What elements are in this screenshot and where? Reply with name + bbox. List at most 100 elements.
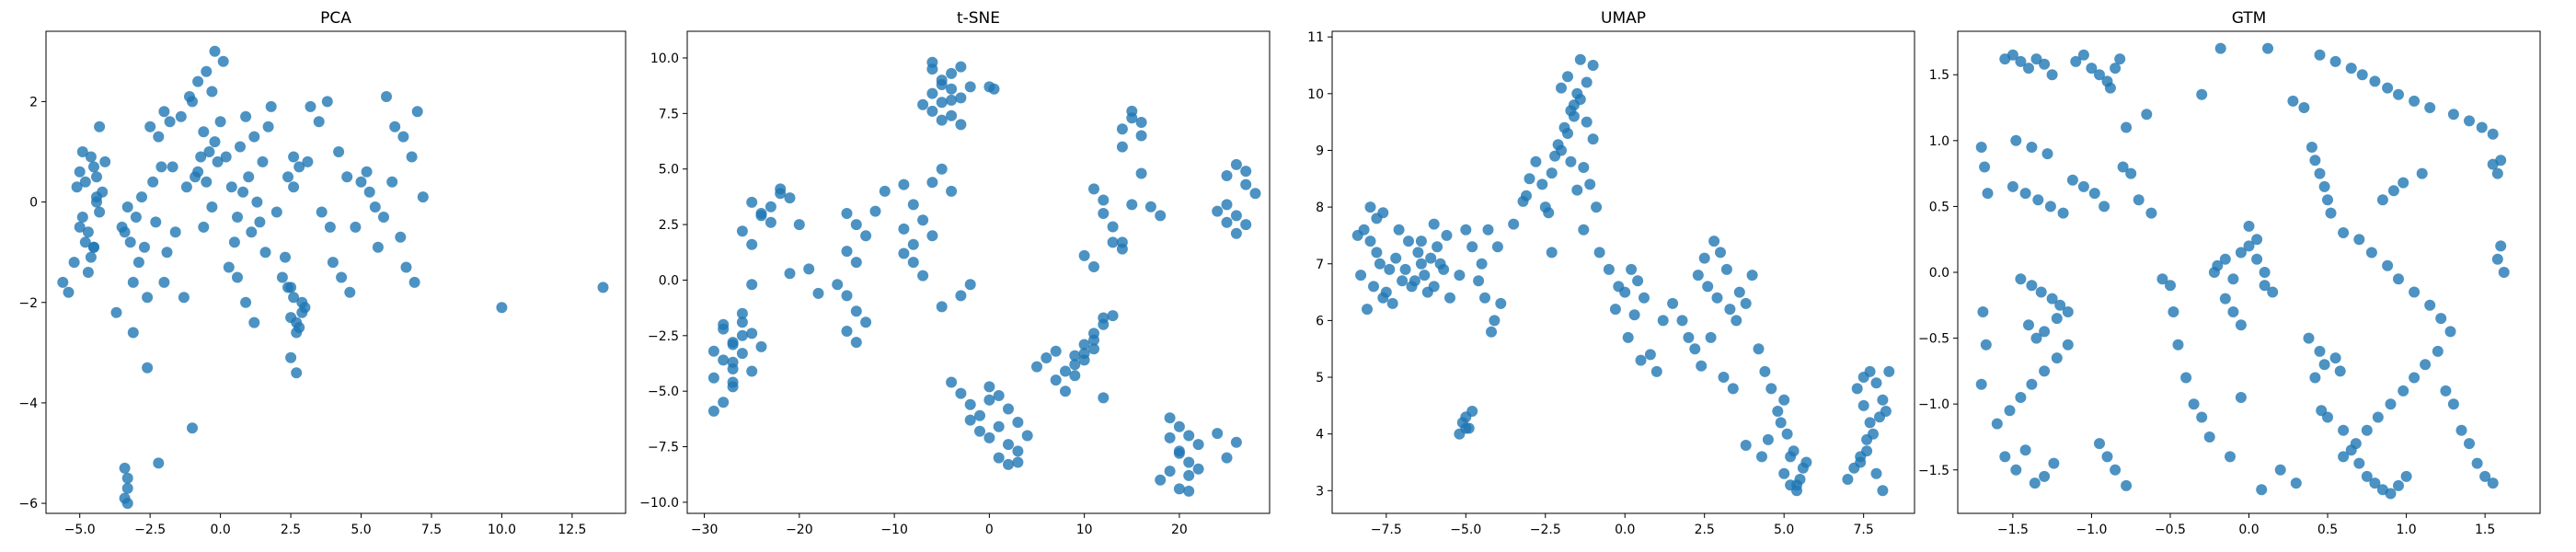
data-point [2303, 332, 2315, 344]
data-point [974, 409, 985, 421]
data-point [2088, 188, 2100, 200]
data-point [1842, 474, 1854, 485]
data-point [97, 186, 109, 198]
data-point [2455, 424, 2467, 436]
data-point [2365, 247, 2377, 259]
data-point [1692, 270, 1704, 282]
y-tick-label: 7.5 [659, 107, 679, 121]
data-point [2298, 102, 2310, 113]
x-tick-label: 1.5 [2475, 523, 2495, 537]
data-point [147, 176, 159, 188]
data-point [1221, 199, 1233, 211]
panel-2: UMAP −7.5 −5.0 −2.5 0.0 2.5 5.0 7.5 3 4 5 6 7 8 9 10 11 [1307, 9, 1915, 537]
data-point [1021, 430, 1033, 442]
data-point [2424, 299, 2436, 311]
data-point [1192, 439, 1204, 451]
x-tick-label: −5.0 [64, 523, 96, 537]
data-point [259, 247, 271, 259]
data-point [228, 236, 240, 248]
data-point [1041, 352, 1052, 363]
data-point [946, 109, 958, 121]
data-point [276, 271, 288, 283]
data-point [121, 201, 133, 213]
data-point [2440, 385, 2452, 397]
data-point [184, 91, 195, 102]
data-point [765, 201, 776, 213]
y-tick-label: −2 [18, 296, 38, 311]
data-point [2385, 398, 2397, 410]
data-point [1628, 309, 1640, 321]
data-point [1562, 71, 1573, 83]
data-point [2070, 55, 2082, 67]
data-point [395, 231, 407, 243]
data-point [400, 261, 412, 273]
data-point [1098, 392, 1110, 404]
data-point [1626, 263, 1638, 275]
data-point [313, 116, 325, 128]
data-point [1689, 343, 1701, 355]
data-point [1639, 292, 1650, 304]
data-point [192, 166, 204, 178]
data-point [1546, 247, 1558, 259]
data-point [2110, 464, 2122, 476]
data-point [369, 201, 381, 213]
data-point [1975, 378, 1987, 390]
data-point [2491, 167, 2503, 179]
data-point [2168, 306, 2179, 317]
x-tick-label: −2.5 [1530, 523, 1561, 537]
data-point [1644, 349, 1656, 361]
data-point [1155, 474, 1167, 486]
y-tick-label: 11 [1307, 30, 1324, 45]
data-point [1772, 406, 1784, 417]
data-point [270, 206, 282, 218]
data-point [765, 216, 776, 228]
data-point [1765, 383, 1777, 395]
data-point [246, 226, 258, 238]
data-point [860, 230, 872, 242]
data-point [1581, 76, 1593, 88]
data-point [2007, 180, 2018, 192]
data-point [718, 397, 730, 408]
data-point [2015, 273, 2027, 285]
data-point [293, 322, 305, 333]
data-point [203, 146, 215, 157]
data-point [2235, 247, 2247, 259]
data-point [2039, 58, 2051, 70]
data-point [1386, 297, 1398, 309]
panel-0: PCA −5.0 −2.5 0.0 2.5 5.0 7.5 10.0 12.5 −6 −4 −2 0 2 [18, 9, 627, 537]
data-point [2322, 194, 2333, 206]
data-point [2010, 134, 2022, 146]
data-point [175, 110, 187, 122]
data-point [2338, 424, 2350, 436]
y-tick-label: 10.0 [650, 52, 679, 66]
data-point [936, 301, 948, 313]
data-point [158, 106, 170, 118]
panel-title: t-SNE [957, 9, 1000, 28]
data-point [1460, 422, 1472, 434]
data-point [850, 305, 862, 317]
y-tick-label: −1.5 [1918, 464, 1949, 478]
y-tick-label: 0.0 [1929, 266, 1949, 281]
data-point [1164, 431, 1176, 443]
data-point [127, 276, 139, 288]
data-point [1571, 87, 1583, 99]
x-tick-label: −5.0 [1450, 523, 1481, 537]
data-point [2256, 484, 2268, 496]
data-point [1543, 207, 1555, 219]
data-point [1003, 458, 1014, 470]
scatter-points [1975, 42, 2510, 500]
data-point [2287, 95, 2299, 107]
scatter-points [57, 45, 609, 510]
data-point [2015, 392, 2027, 403]
data-point [1870, 467, 1882, 479]
data-point [2387, 185, 2399, 197]
data-point [1212, 428, 1224, 440]
data-point [2325, 207, 2337, 219]
data-point [150, 216, 162, 228]
data-point [1977, 306, 1989, 317]
data-point [1183, 469, 1195, 481]
data-point [201, 65, 213, 77]
data-point [82, 267, 94, 278]
data-point [707, 405, 719, 417]
